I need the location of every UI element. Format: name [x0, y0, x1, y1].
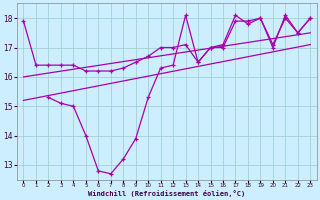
X-axis label: Windchill (Refroidissement éolien,°C): Windchill (Refroidissement éolien,°C) [88, 190, 245, 197]
